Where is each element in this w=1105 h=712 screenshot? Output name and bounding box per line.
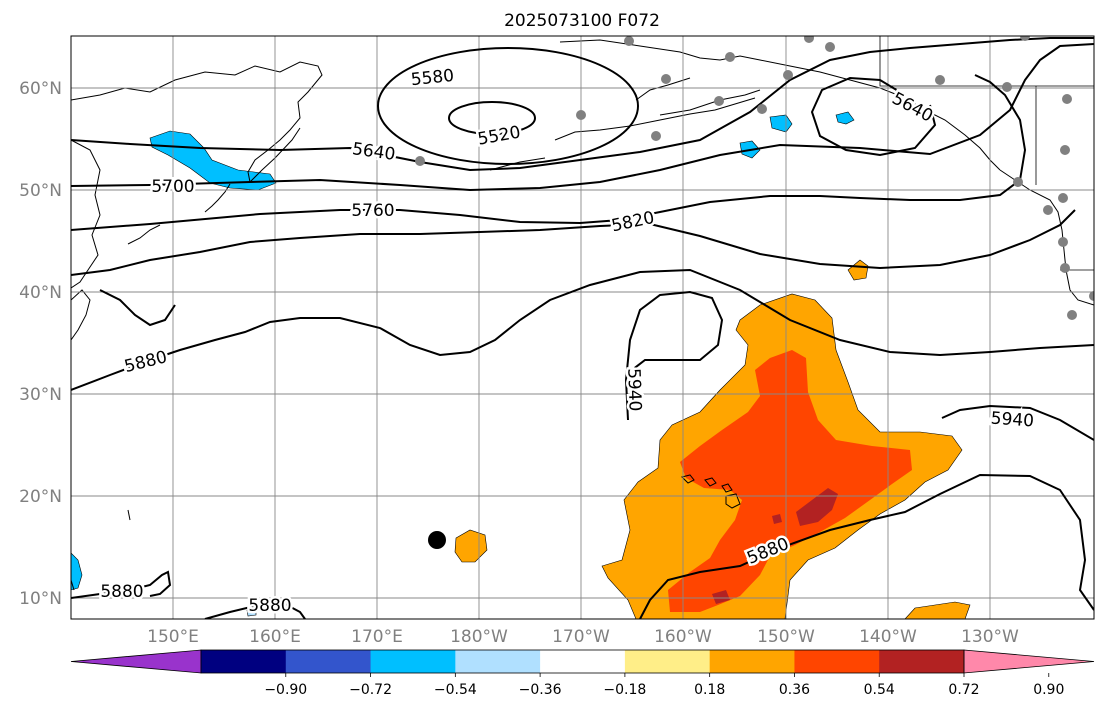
contour-label: 5940: [990, 409, 1035, 432]
lon-tick-label: 150°W: [757, 627, 815, 647]
lat-tick-label: 50°N: [19, 181, 62, 201]
positive-anomaly-patch: [904, 601, 971, 619]
colorbar-frame: [200, 649, 965, 674]
colorbar-swatch: [624, 650, 711, 673]
lat-tick-label: 10°N: [19, 589, 62, 609]
lat-tick-label: 30°N: [19, 385, 62, 405]
contour-5880-sw2: [204, 602, 306, 619]
contour-5760: [71, 74, 1027, 231]
contour-5580: [377, 47, 639, 165]
colorbar-tick-label: 0.90: [1033, 682, 1064, 698]
colorbar-swatch: [455, 650, 541, 673]
colorbar-tick-label: −0.36: [519, 682, 562, 698]
lon-tick-label: 150°E: [147, 627, 199, 647]
lon-tick-label: 160°W: [654, 627, 712, 647]
map-title: 2025073100 F072: [504, 11, 660, 31]
colorbar-swatch: [370, 650, 456, 673]
positive-anomaly-core: [668, 350, 912, 612]
negative-anomaly-patch: [769, 114, 793, 133]
contour-5820: [71, 209, 1076, 276]
contour-5940-east: [941, 404, 1094, 441]
lon-tick-label: 170°E: [351, 627, 403, 647]
latitude-axis: 60°N 50°N 40°N 30°N 20°N 10°N: [19, 79, 62, 609]
contour-5640-east: [810, 76, 937, 157]
negative-anomaly-patch: [246, 607, 257, 617]
colorbar-extend-low: [70, 649, 202, 674]
anomaly-shading: [71, 111, 971, 619]
positive-anomaly-max: [772, 514, 782, 524]
contour-label: 5760: [351, 201, 394, 221]
contour-5940-west: [624, 290, 724, 421]
lon-tick-label: 170°W: [552, 627, 610, 647]
storm-center-marker: [428, 531, 446, 549]
contour-label: 5700: [151, 177, 194, 197]
lat-tick-label: 20°N: [19, 487, 62, 507]
negative-anomaly-patch: [835, 111, 855, 125]
map-frame: [70, 35, 1095, 620]
height-contours: [71, 37, 1094, 619]
contour-5880-south: [639, 473, 1094, 619]
lon-tick-label: 160°E: [249, 627, 301, 647]
contour-label: 5880: [248, 596, 291, 616]
positive-anomaly-core: [670, 580, 700, 612]
contour-5640: [71, 37, 1094, 172]
colorbar-swatch: [879, 650, 965, 673]
contour-label: 5940: [623, 368, 644, 412]
lon-tick-label: 140°W: [859, 627, 917, 647]
colorbar-tick-label: 0.18: [694, 682, 725, 698]
colorbar-swatch: [201, 650, 287, 673]
lat-tick-label: 40°N: [19, 283, 62, 303]
longitude-axis: 150°E 160°E 170°E 180°W 170°W 160°W 150°…: [147, 627, 1019, 647]
map-area: [71, 36, 1094, 619]
contour-5880-west-dip: [99, 289, 176, 327]
colorbar-tick-label: −0.18: [603, 682, 646, 698]
colorbar-tick-label: 0.72: [948, 682, 979, 698]
colorbar-tick-label: 0.54: [864, 682, 895, 698]
positive-anomaly-max: [796, 488, 838, 526]
colorbar-tick-label: 0.36: [779, 682, 810, 698]
positive-anomaly-max: [712, 590, 730, 604]
colorbar-swatch: [794, 650, 880, 673]
contour-5700: [71, 43, 1094, 192]
lon-tick-label: 130°W: [961, 627, 1019, 647]
colorbar-tick-label: −0.72: [349, 682, 392, 698]
negative-anomaly-patch: [71, 552, 83, 591]
colorbar-tick-label: −0.90: [264, 682, 307, 698]
colorbar: −0.90 −0.72 −0.54 −0.36 −0.18 0.18 0.36 0.54 0.7…: [70, 649, 1095, 698]
graticule: [71, 36, 1094, 619]
colorbar-swatch: [540, 650, 626, 673]
negative-anomaly-patch: [149, 130, 277, 191]
colorbar-swatch: [285, 650, 372, 673]
lat-tick-label: 60°N: [19, 79, 62, 99]
lon-tick-label: 180°W: [450, 627, 508, 647]
positive-anomaly-patch: [847, 259, 869, 281]
contour-5880-sw: [71, 570, 172, 599]
station-markers: [415, 36, 1094, 320]
colorbar-tick-label: −0.54: [434, 682, 477, 698]
colorbar-extend-high: [963, 649, 1095, 674]
contour-5880-north: [71, 268, 1094, 391]
contour-5520: [448, 101, 536, 135]
contour-label: 5880: [100, 582, 143, 602]
colorbar-swatch: [709, 650, 795, 673]
